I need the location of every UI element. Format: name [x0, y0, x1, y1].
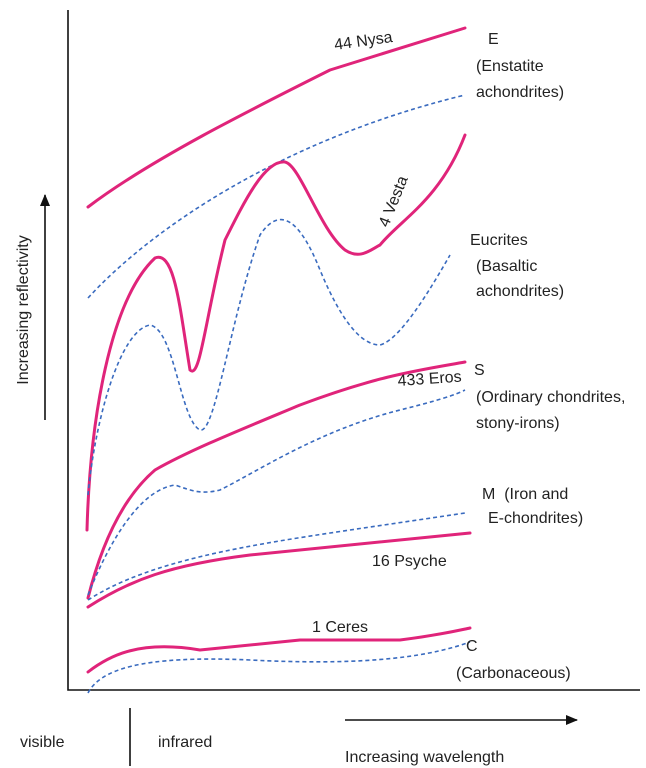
meteorite-label: (Basaltic — [476, 258, 537, 275]
ceres-curve — [86, 626, 472, 674]
asteroid-label: 4 Vesta — [376, 174, 412, 230]
asteroid-label: 16 Psyche — [372, 553, 447, 570]
asteroid-label: 433 Eros — [397, 369, 462, 390]
meteorite-label: achondrites) — [476, 84, 564, 101]
meteorite-label: E-chondrites) — [488, 510, 583, 527]
infrared-label: infrared — [158, 734, 212, 751]
meteorite-label: stony-irons) — [476, 415, 560, 432]
meteorite-label: (Enstatite — [476, 58, 544, 75]
m-curve — [87, 512, 466, 601]
meteorite-label: E — [488, 31, 499, 48]
nysa-curve — [86, 26, 467, 209]
meteorite-label: achondrites) — [476, 283, 564, 300]
asteroid-label: 1 Ceres — [312, 619, 368, 636]
meteorite-label: (Ordinary chondrites, — [476, 389, 625, 406]
asteroid-label: 44 Nysa — [333, 29, 394, 54]
eucrite-curve — [87, 218, 451, 496]
vesta-curve — [85, 133, 467, 532]
y-label: Increasing reflectivity — [15, 235, 32, 384]
axes — [67, 10, 640, 691]
psyche-curve — [86, 531, 472, 609]
s-curve — [87, 389, 466, 596]
meteorite-label: Eucrites — [470, 232, 528, 249]
eros-curve — [86, 360, 467, 600]
meteorite-label: S — [474, 362, 485, 379]
e-curve — [87, 94, 466, 299]
x-label: Increasing wavelength — [345, 749, 504, 766]
visible-label: visible — [20, 734, 65, 751]
c-curve — [87, 641, 471, 694]
meteorite-label: (Carbonaceous) — [456, 665, 571, 682]
meteorite-label: M (Iron and — [482, 486, 568, 503]
meteorite-label: C — [466, 638, 478, 655]
